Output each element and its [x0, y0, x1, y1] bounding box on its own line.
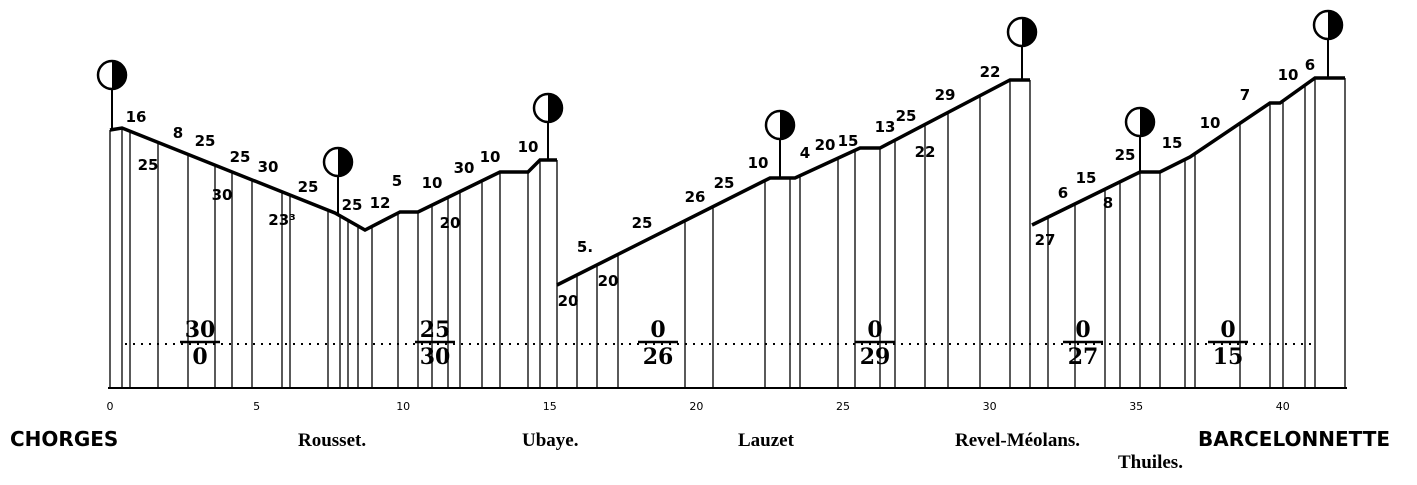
- fraction-bottom: 30: [420, 344, 451, 370]
- gradient-label: 20: [440, 214, 461, 232]
- gradient-label: 25: [632, 214, 653, 232]
- gradient-label: 30: [454, 159, 475, 177]
- signal-half: [1328, 11, 1342, 39]
- fraction-bottom: 15: [1213, 344, 1244, 370]
- gradient-label: 20: [598, 272, 619, 290]
- gradient-label: 15: [1162, 134, 1183, 152]
- profile-line: [109, 126, 557, 232]
- profile-line: [1031, 76, 1345, 227]
- gradient-label: 25: [714, 174, 735, 192]
- fraction-bottom: 27: [1068, 344, 1099, 370]
- station-name: Thuiles.: [1118, 452, 1183, 473]
- gradient-label: 10: [422, 174, 443, 192]
- gradient-label: 10: [480, 148, 501, 166]
- distance-tick: 35: [1129, 400, 1143, 413]
- station-name: Revel-Méolans.: [955, 430, 1080, 451]
- gradient-label: 5.: [577, 238, 593, 256]
- gradient-label: 15: [1076, 169, 1097, 187]
- gradient-label: 30: [212, 186, 233, 204]
- gradient-label: 30: [258, 158, 279, 176]
- gradient-label: 25: [1115, 146, 1136, 164]
- station-name: Ubaye.: [522, 430, 578, 451]
- gradient-label: 6: [1058, 184, 1068, 202]
- gradient-label: 20: [558, 292, 579, 310]
- gradient-label: 25: [298, 178, 319, 196]
- distance-tick: 5: [253, 400, 260, 413]
- signal-half: [780, 111, 794, 139]
- station-name: CHORGES: [10, 427, 118, 451]
- fraction-bottom: 0: [192, 344, 207, 370]
- distance-tick: 40: [1276, 400, 1290, 413]
- distance-tick: 20: [689, 400, 703, 413]
- gradient-label: 25: [230, 148, 251, 166]
- distance-tick: 10: [396, 400, 410, 413]
- gradient-label: 10: [518, 138, 539, 156]
- gradient-label: 7: [1240, 86, 1250, 104]
- gradient-label: 22: [915, 143, 936, 161]
- gradient-label: 10: [1278, 66, 1299, 84]
- gradient-label: 25: [896, 107, 917, 125]
- gradient-label: 8: [1103, 194, 1113, 212]
- distance-tick: 15: [543, 400, 557, 413]
- gradient-label: 8: [173, 124, 183, 142]
- gradient-label: 25: [342, 196, 363, 214]
- fraction-top: 0: [650, 317, 665, 343]
- distance-tick: 30: [983, 400, 997, 413]
- gradient-label: 5: [392, 172, 402, 190]
- signal-half: [548, 94, 562, 122]
- station-name: BARCELONNETTE: [1198, 427, 1390, 451]
- distance-tick: 25: [836, 400, 850, 413]
- fraction-top: 25: [420, 317, 451, 343]
- gradient-label: 13: [875, 118, 896, 136]
- fraction-bottom: 26: [643, 344, 674, 370]
- gradient-label: 12: [370, 194, 391, 212]
- gradient-label: 4: [800, 144, 810, 162]
- gradient-label: 10: [748, 154, 769, 172]
- distance-tick: 0: [107, 400, 114, 413]
- signal-half: [1140, 108, 1154, 136]
- gradient-label: 27: [1035, 231, 1056, 249]
- gradient-label: 10: [1200, 114, 1221, 132]
- gradient-label: 20: [815, 136, 836, 154]
- fraction-bottom: 29: [860, 344, 891, 370]
- station-name: Rousset.: [298, 430, 366, 451]
- fraction-top: 0: [1220, 317, 1235, 343]
- gradient-label: 6: [1305, 56, 1315, 74]
- fraction-top: 30: [185, 317, 216, 343]
- gradient-label: 26: [685, 188, 706, 206]
- signal-half: [112, 61, 126, 89]
- gradient-label: 16: [126, 108, 147, 126]
- fraction-top: 0: [1075, 317, 1090, 343]
- gradient-label: 22: [980, 63, 1001, 81]
- signal-half: [338, 148, 352, 176]
- gradient-label: 15: [838, 132, 859, 150]
- station-name: Lauzet: [738, 430, 795, 451]
- fraction-top: 0: [867, 317, 882, 343]
- signal-half: [1022, 18, 1036, 46]
- gradient-label: 23³: [268, 211, 295, 229]
- gradient-label: 29: [935, 86, 956, 104]
- gradient-label: 25: [138, 156, 159, 174]
- profile-line: [556, 78, 1030, 287]
- gradient-label: 25: [195, 132, 216, 150]
